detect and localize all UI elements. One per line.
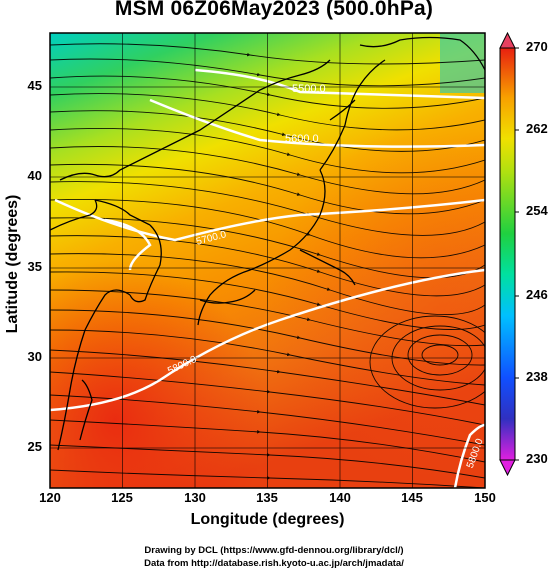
credit-drawing: Drawing by DCL (https://www.gfd-dennou.o… <box>144 545 404 556</box>
height-contours <box>50 68 485 488</box>
grid-lines <box>50 33 485 488</box>
y-tick-label: 45 <box>27 78 42 93</box>
y-tick-label: 30 <box>27 349 42 364</box>
colorbar-tick-label: 230 <box>526 451 548 466</box>
credit-data-source: Data from http://database.rish.kyoto-u.a… <box>144 558 404 569</box>
colorbar-tick-label: 262 <box>526 121 548 136</box>
temperature-field <box>50 33 485 488</box>
x-tick-label: 130 <box>184 490 206 505</box>
plot-frame <box>49 32 486 489</box>
colorbar-tick-label: 246 <box>526 287 548 302</box>
contour-label: 5600.0 <box>285 133 319 145</box>
y-tick-label: 40 <box>27 168 42 183</box>
x-axis-label: Longitude (degrees) <box>190 511 345 528</box>
x-tick-label: 145 <box>401 490 423 505</box>
y-tick-label: 35 <box>27 259 42 274</box>
coastlines <box>50 36 485 451</box>
contour-label: 5500.0 <box>292 83 326 95</box>
x-tick-label: 120 <box>39 490 61 505</box>
page-title: MSM 06Z06May2023 (500.0hPa) <box>114 0 434 20</box>
wind-streamlines <box>50 43 485 488</box>
colorbar-tick-label: 238 <box>526 369 548 384</box>
x-tick-label: 125 <box>111 490 133 505</box>
colorbar-tick-label: 254 <box>526 203 548 218</box>
colorbar <box>499 31 519 477</box>
colorbar-tick-label: 270 <box>526 39 548 54</box>
colorbar-max-triangle <box>499 31 516 49</box>
y-tick-label: 25 <box>27 439 42 454</box>
x-tick-label: 140 <box>329 490 351 505</box>
colorbar-min-triangle <box>499 459 516 477</box>
x-tick-label: 150 <box>474 490 496 505</box>
x-tick-label: 135 <box>256 490 278 505</box>
